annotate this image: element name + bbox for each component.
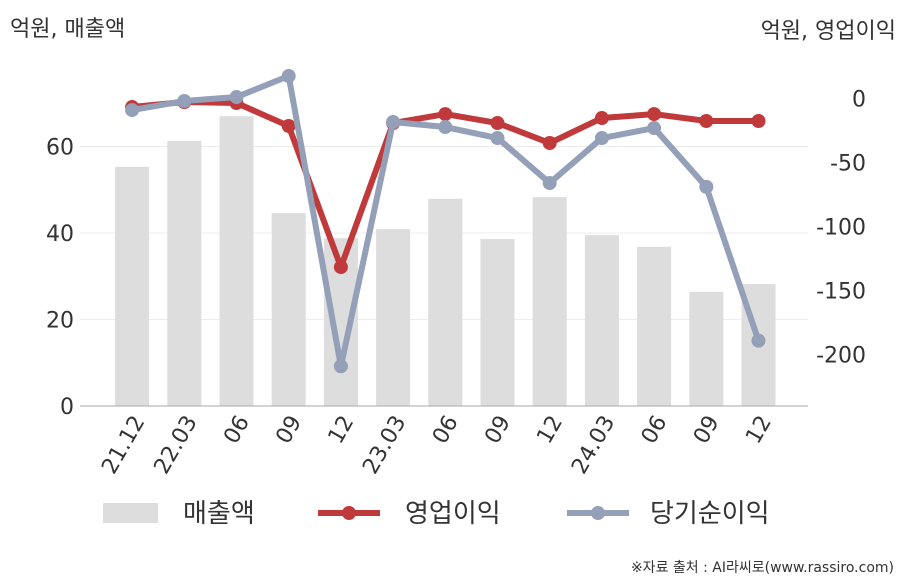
x-tick-label: 12 xyxy=(324,412,360,449)
bar xyxy=(376,229,411,406)
x-tick-label: 12 xyxy=(532,412,568,449)
point xyxy=(542,136,557,151)
point xyxy=(490,116,505,131)
point xyxy=(699,179,714,194)
y2-tick-label: -150 xyxy=(816,280,866,305)
x-tick-label: 06 xyxy=(637,412,673,449)
bar xyxy=(584,235,619,406)
y2-tick-label: 0 xyxy=(852,87,866,112)
bar xyxy=(689,291,724,406)
bar xyxy=(480,239,515,406)
point xyxy=(647,107,662,122)
point xyxy=(751,333,766,348)
point xyxy=(438,120,453,135)
x-tick-label: 06 xyxy=(219,412,255,449)
point xyxy=(542,176,557,191)
y-tick-label: 60 xyxy=(46,136,74,161)
legend-swatch xyxy=(591,506,605,520)
y-tick-label: 40 xyxy=(46,222,74,247)
bar xyxy=(219,116,254,406)
y2-tick-label: -50 xyxy=(830,152,866,177)
x-tick-label: 09 xyxy=(689,412,725,449)
x-tick-label: 06 xyxy=(428,412,464,449)
x-tick-label: 23.03 xyxy=(358,412,411,479)
point xyxy=(438,107,453,122)
bar xyxy=(637,246,672,406)
point xyxy=(281,69,296,84)
point xyxy=(699,113,714,128)
x-tick-label: 09 xyxy=(480,412,516,449)
y2-tick-label: -100 xyxy=(816,216,866,241)
x-tick-label: 12 xyxy=(741,412,777,449)
point xyxy=(281,118,296,133)
bar xyxy=(115,166,150,406)
x-tick-label: 09 xyxy=(271,412,307,449)
bar xyxy=(167,140,202,406)
point xyxy=(229,90,244,105)
legend-label: 당기순이익 xyxy=(650,499,770,529)
point xyxy=(647,121,662,136)
bar xyxy=(532,197,567,406)
source: ※자료 출처 : AI라씨로(www.rassiro.com) xyxy=(631,560,894,576)
bar xyxy=(271,213,306,406)
point xyxy=(333,260,348,275)
point xyxy=(751,113,766,128)
y2-axis-label: 억원, 영업이익 xyxy=(761,19,896,44)
y2-tick-label: -200 xyxy=(816,344,866,369)
x-tick-label: 22.03 xyxy=(150,412,203,479)
legend-swatch xyxy=(342,506,356,520)
point xyxy=(125,103,140,118)
point xyxy=(490,131,505,146)
legend-label: 영업이익 xyxy=(405,499,501,529)
point xyxy=(594,131,609,146)
y-tick-label: 20 xyxy=(46,309,74,334)
legend-label: 매출액 xyxy=(183,499,255,529)
point xyxy=(386,115,401,130)
y-axis-label: 억원, 매출액 xyxy=(10,17,125,42)
y-tick-label: 0 xyxy=(60,395,74,420)
legend-swatch xyxy=(103,503,158,523)
point xyxy=(177,94,192,109)
bar xyxy=(428,198,463,406)
x-tick-label: 24.03 xyxy=(567,412,620,479)
point xyxy=(333,359,348,374)
x-tick-label: 21.12 xyxy=(97,412,150,479)
point xyxy=(594,111,609,126)
